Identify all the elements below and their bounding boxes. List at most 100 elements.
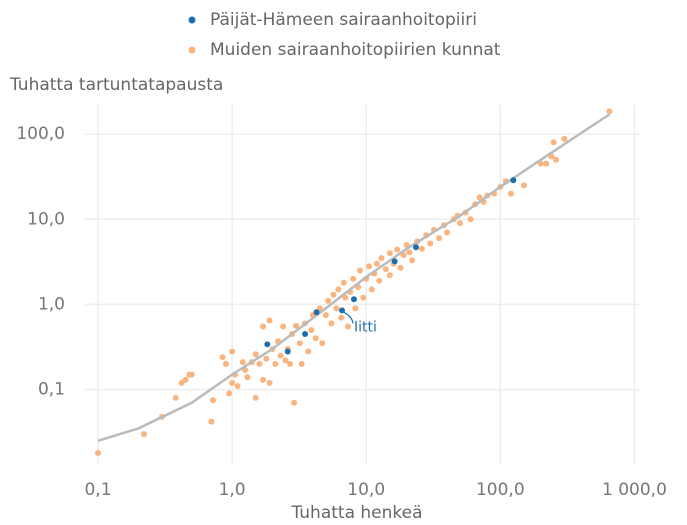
point xyxy=(344,323,351,330)
point xyxy=(357,267,364,274)
point xyxy=(409,257,416,264)
point xyxy=(219,354,226,361)
point xyxy=(550,139,557,146)
point xyxy=(188,371,195,378)
y-tick-label: 10,0 xyxy=(27,209,65,229)
point xyxy=(418,245,425,252)
point xyxy=(443,229,450,236)
point xyxy=(412,244,419,251)
point xyxy=(427,240,434,247)
point xyxy=(373,260,380,267)
point xyxy=(272,360,279,367)
point xyxy=(436,235,443,242)
point xyxy=(352,305,359,312)
point xyxy=(520,182,527,189)
point xyxy=(313,309,320,316)
point xyxy=(330,291,337,298)
point xyxy=(182,376,189,383)
point xyxy=(561,135,568,142)
point xyxy=(366,263,373,270)
point xyxy=(277,352,284,359)
x-tick-label: 1,0 xyxy=(219,480,246,500)
point xyxy=(302,330,309,337)
annotation: Iitti xyxy=(354,319,377,335)
point xyxy=(280,323,287,330)
point xyxy=(335,286,342,293)
point xyxy=(507,190,514,197)
point xyxy=(260,376,267,383)
point xyxy=(350,275,357,282)
point xyxy=(382,266,389,273)
point xyxy=(296,340,303,347)
point xyxy=(229,348,236,355)
point xyxy=(308,327,315,334)
point xyxy=(266,379,273,386)
point xyxy=(94,449,101,456)
point xyxy=(386,250,393,257)
y-tick-label: 0,1 xyxy=(38,380,65,400)
point xyxy=(342,294,349,301)
point xyxy=(264,341,271,348)
point xyxy=(252,351,259,358)
point xyxy=(476,194,483,201)
point xyxy=(291,399,298,406)
point xyxy=(606,108,613,115)
point xyxy=(252,394,259,401)
y-axis-label: Tuhatta tartuntatapausta xyxy=(9,75,223,95)
point xyxy=(328,320,335,327)
point xyxy=(208,418,215,425)
point xyxy=(400,252,407,259)
legend-label: Muiden sairaanhoitopiirien kunnat xyxy=(210,40,501,60)
point xyxy=(378,255,385,262)
trend-line xyxy=(97,113,611,442)
point xyxy=(368,286,375,293)
point xyxy=(543,160,550,167)
point xyxy=(456,220,463,227)
point xyxy=(239,359,246,366)
point xyxy=(222,360,229,367)
point xyxy=(552,156,559,163)
point xyxy=(386,272,393,279)
point xyxy=(397,264,404,271)
legend-label: Päijät-Hämeen sairaanhoitopiiri xyxy=(210,10,477,30)
point xyxy=(229,379,236,386)
point xyxy=(140,431,147,438)
legend-marker xyxy=(188,16,196,24)
point xyxy=(333,305,340,312)
point xyxy=(293,322,300,329)
point xyxy=(467,216,474,223)
point xyxy=(226,390,233,397)
point xyxy=(391,258,398,265)
y-tick-label: 1,0 xyxy=(38,294,65,314)
point xyxy=(322,312,329,319)
point xyxy=(394,246,401,253)
x-tick-label: 0,1 xyxy=(84,480,111,500)
point xyxy=(510,177,517,184)
point xyxy=(339,307,346,314)
point xyxy=(209,397,216,404)
point xyxy=(284,348,291,355)
point xyxy=(172,394,179,401)
point xyxy=(312,335,319,342)
point xyxy=(340,279,347,286)
point xyxy=(263,355,270,362)
point xyxy=(406,249,413,256)
point xyxy=(260,323,267,330)
point xyxy=(298,360,305,367)
x-tick-label: 100,0 xyxy=(476,480,525,500)
point xyxy=(338,314,345,321)
point xyxy=(360,294,367,301)
annotation-leader xyxy=(343,311,354,324)
point xyxy=(319,340,326,347)
point xyxy=(350,296,357,303)
point xyxy=(266,317,273,324)
y-tick-label: 100,0 xyxy=(16,124,65,144)
point xyxy=(256,360,263,367)
point xyxy=(282,357,289,364)
x-tick-label: 1 000,0 xyxy=(602,480,667,500)
point xyxy=(286,360,293,367)
point xyxy=(244,374,251,381)
legend-marker xyxy=(188,46,196,54)
point xyxy=(376,277,383,284)
